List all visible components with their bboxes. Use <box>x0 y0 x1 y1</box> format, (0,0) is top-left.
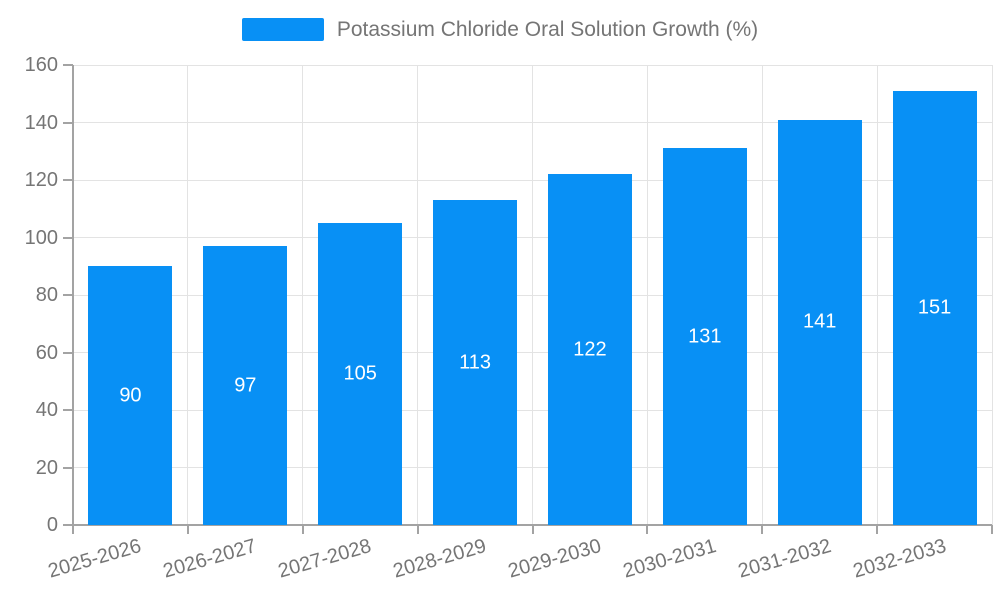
x-tick-label: 2027-2028 <box>275 535 374 583</box>
bar[interactable] <box>547 174 632 525</box>
x-tick <box>646 525 649 534</box>
legend-item[interactable]: Potassium Chloride Oral Solution Growth … <box>0 18 1000 41</box>
y-axis-line <box>72 65 74 534</box>
x-tick <box>531 525 534 534</box>
v-gridline <box>646 65 648 525</box>
bar[interactable] <box>433 200 518 525</box>
v-gridline <box>761 65 763 525</box>
v-gridline <box>532 65 533 525</box>
y-tick-label: 20 <box>35 456 58 479</box>
bar[interactable] <box>892 90 977 525</box>
x-tick-label: 2032-2033 <box>850 535 949 583</box>
bar[interactable] <box>662 148 747 525</box>
y-tick <box>63 236 73 239</box>
x-tick-label: 2025-2026 <box>46 535 145 583</box>
y-tick <box>63 409 73 411</box>
y-tick-label: 100 <box>24 226 58 249</box>
x-tick-label: 2028-2029 <box>390 535 489 583</box>
bar[interactable] <box>203 246 288 525</box>
x-tick-label: 2031-2032 <box>735 535 834 583</box>
bar[interactable] <box>318 223 403 525</box>
x-tick <box>761 525 764 534</box>
y-tick-label: 60 <box>35 341 58 364</box>
x-tick <box>876 525 879 534</box>
x-tick <box>301 525 304 534</box>
x-tick <box>416 525 419 534</box>
y-tick-label: 140 <box>24 111 58 134</box>
y-tick <box>63 121 73 124</box>
v-gridline <box>187 65 189 525</box>
y-tick-label: 0 <box>46 514 58 536</box>
y-tick-label: 120 <box>24 169 58 191</box>
y-tick <box>63 524 73 526</box>
x-tick-label: 2026-2027 <box>161 535 260 583</box>
y-tick-label: 80 <box>35 284 58 306</box>
bar[interactable] <box>777 119 862 525</box>
x-tick-label: 2029-2030 <box>505 535 604 583</box>
x-tick <box>186 525 189 534</box>
v-gridline <box>991 65 993 525</box>
x-tick <box>991 525 993 534</box>
y-tick <box>63 294 73 296</box>
y-tick-label: 40 <box>35 399 58 421</box>
y-tick <box>63 351 73 354</box>
v-gridline <box>302 65 304 525</box>
v-gridline <box>417 65 419 525</box>
y-tick-label: 160 <box>24 54 58 76</box>
v-gridline <box>876 65 878 525</box>
x-tick-label: 2030-2031 <box>620 535 719 583</box>
legend-label: Potassium Chloride Oral Solution Growth … <box>336 18 759 41</box>
legend-swatch <box>241 18 324 41</box>
x-axis-line <box>63 524 992 526</box>
bar[interactable] <box>88 266 173 525</box>
y-tick <box>63 466 73 469</box>
x-tick <box>72 525 74 534</box>
y-tick <box>63 179 73 181</box>
y-tick <box>63 64 73 66</box>
